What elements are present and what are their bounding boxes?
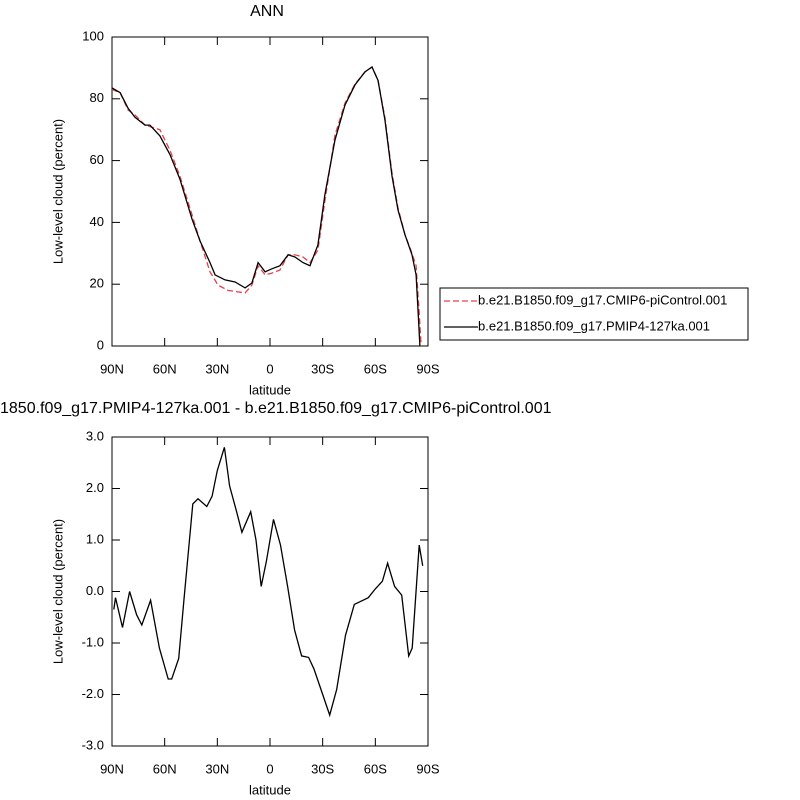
- y-tick-label: 80: [90, 90, 104, 105]
- legend-label: b.e21.B1850.f09_g17.CMIP6-piControl.001: [478, 292, 727, 307]
- plot-frame: [111, 436, 429, 747]
- x-tick-label: 60S: [364, 361, 387, 376]
- y-tick-label: 40: [90, 214, 104, 229]
- x-tick-label: 30N: [205, 761, 229, 776]
- data-line: [111, 66, 422, 347]
- x-tick-label: 90N: [100, 761, 124, 776]
- x-tick-label: 60N: [153, 361, 177, 376]
- y-tick-label: 0.0: [86, 583, 104, 598]
- x-axis-label: latitude: [249, 382, 291, 397]
- legend-box: [439, 287, 749, 341]
- x-tick-label: 90S: [416, 761, 439, 776]
- y-axis-label: Low-level cloud (percent): [50, 519, 65, 664]
- data-line: [113, 447, 424, 718]
- x-tick-label: 0: [266, 361, 273, 376]
- x-tick-label: 0: [266, 761, 273, 776]
- x-tick-label: 90S: [416, 361, 439, 376]
- x-tick-label: 30S: [311, 761, 334, 776]
- y-tick-label: 60: [90, 152, 104, 167]
- chart-title: ANN: [250, 3, 284, 20]
- x-tick-label: 60N: [153, 761, 177, 776]
- y-axis-label: Low-level cloud (percent): [50, 119, 65, 264]
- y-tick-label: 100: [82, 28, 104, 43]
- data-line: [111, 66, 421, 347]
- y-tick-label: 20: [90, 276, 104, 291]
- x-tick-label: 30S: [311, 361, 334, 376]
- x-tick-label: 60S: [364, 761, 387, 776]
- x-tick-label: 90N: [100, 361, 124, 376]
- y-tick-label: -2.0: [82, 686, 104, 701]
- y-tick-label: 1.0: [86, 531, 104, 546]
- y-tick-label: 0: [97, 337, 104, 352]
- plot-frame: [111, 36, 429, 347]
- x-tick-label: 30N: [205, 361, 229, 376]
- x-axis-label: latitude: [249, 782, 291, 797]
- y-tick-label: -3.0: [82, 737, 104, 752]
- y-tick-label: -1.0: [82, 634, 104, 649]
- y-tick-label: 2.0: [86, 480, 104, 495]
- y-tick-label: 3.0: [86, 428, 104, 443]
- chart-title: 1850.f09_g17.PMIP4-127ka.001 - b.e21.B18…: [0, 400, 552, 417]
- legend-label: b.e21.B1850.f09_g17.PMIP4-127ka.001: [478, 318, 710, 333]
